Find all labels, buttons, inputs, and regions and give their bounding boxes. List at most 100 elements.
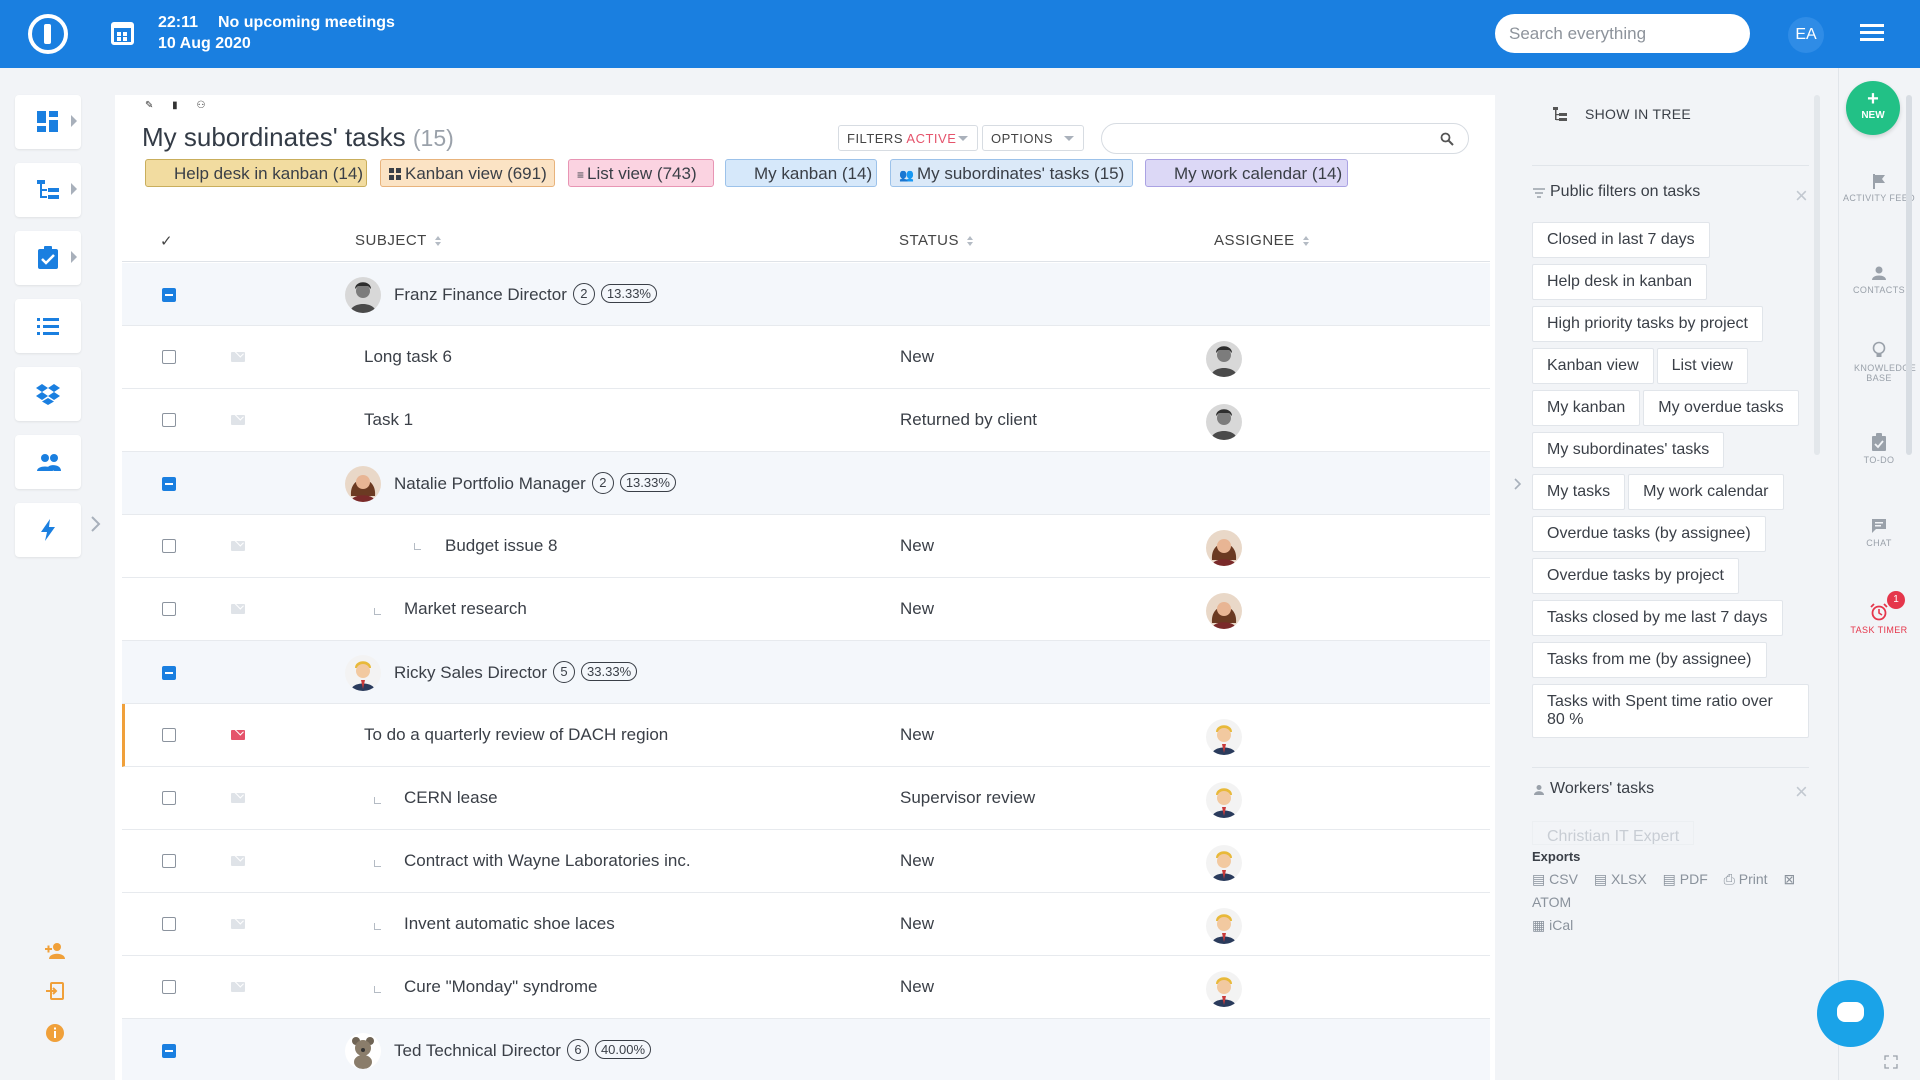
group-collapse-toggle[interactable]: [162, 288, 176, 302]
task-subject-link[interactable]: Cure "Monday" syndrome: [404, 977, 598, 996]
xlsx-export-link[interactable]: ▤ XLSX: [1593, 871, 1647, 887]
table-row[interactable]: Contract with Wayne Laboratories inc. Ne…: [122, 830, 1490, 893]
task-subject-link[interactable]: Budget issue 8: [445, 536, 558, 555]
quick-filter-help-desk-kanban[interactable]: Help desk in kanban (14): [145, 159, 367, 187]
column-status[interactable]: STATUS: [899, 232, 973, 249]
group-collapse-toggle[interactable]: [162, 1044, 176, 1058]
panel-collapse-chevron-icon[interactable]: [1513, 477, 1523, 491]
table-row[interactable]: Market research New: [122, 578, 1490, 641]
row-checkbox[interactable]: [162, 917, 176, 931]
avatar[interactable]: [1206, 593, 1242, 629]
add-user-icon[interactable]: [44, 940, 66, 962]
public-filter-chip[interactable]: Kanban view: [1532, 348, 1654, 384]
mail-icon[interactable]: [231, 919, 245, 929]
ical-export-link[interactable]: ▦ iCal: [1532, 917, 1574, 933]
task-subject-link[interactable]: Task 1: [364, 410, 414, 429]
quick-filter-my-kanban[interactable]: My kanban (14): [725, 159, 877, 187]
group-collapse-toggle[interactable]: [162, 477, 176, 491]
task-subject-link[interactable]: Market research: [404, 599, 527, 618]
row-checkbox[interactable]: [162, 602, 176, 616]
public-filter-chip[interactable]: Overdue tasks (by assignee): [1532, 516, 1766, 552]
nav-users[interactable]: [15, 435, 81, 489]
info-icon[interactable]: [44, 1022, 66, 1044]
app-logo[interactable]: [28, 14, 68, 54]
mail-icon[interactable]: [231, 793, 245, 803]
chat-bubble-icon[interactable]: [1817, 980, 1884, 1047]
user-avatar[interactable]: EA: [1788, 17, 1824, 53]
table-row[interactable]: Budget issue 8 New: [122, 515, 1490, 578]
page-scrollbar[interactable]: [1906, 95, 1912, 455]
row-checkbox[interactable]: [162, 854, 176, 868]
avatar[interactable]: [1206, 971, 1242, 1007]
mail-icon[interactable]: [231, 982, 245, 992]
filters-button[interactable]: FILTERS ACTIVE: [838, 125, 978, 151]
public-filter-chip[interactable]: Tasks closed by me last 7 days: [1532, 600, 1783, 636]
quick-filter-my-work-calendar[interactable]: My work calendar (14): [1145, 159, 1348, 187]
row-checkbox[interactable]: [162, 539, 176, 553]
sidebar-expand-chevron-icon[interactable]: [90, 515, 102, 533]
public-filter-chip[interactable]: List view: [1656, 348, 1748, 384]
task-subject-link[interactable]: CERN lease: [404, 788, 498, 807]
row-checkbox[interactable]: [162, 350, 176, 364]
table-row[interactable]: Cure "Monday" syndrome New: [122, 956, 1490, 1019]
row-checkbox[interactable]: [162, 980, 176, 994]
new-button[interactable]: + NEW: [1846, 81, 1900, 135]
group-row[interactable]: Franz Finance Director 2 13.33%: [122, 263, 1490, 326]
upcoming-meetings[interactable]: No upcoming meetings: [218, 14, 395, 31]
select-all-checkmark[interactable]: ✓: [160, 233, 174, 250]
public-filter-chip[interactable]: My kanban: [1532, 390, 1641, 426]
mail-icon[interactable]: [231, 604, 245, 614]
global-search-input[interactable]: [1495, 14, 1750, 53]
show-in-tree-link[interactable]: SHOW IN TREE: [1585, 106, 1692, 122]
search-icon[interactable]: [1440, 132, 1454, 146]
table-row[interactable]: Long task 6 New: [122, 326, 1490, 389]
logout-icon[interactable]: [44, 980, 66, 1002]
table-row[interactable]: Task 1 Returned by client: [122, 389, 1490, 452]
task-subject-link[interactable]: To do a quarterly review of DACH region: [364, 725, 669, 744]
public-filter-chip[interactable]: Help desk in kanban: [1532, 264, 1707, 300]
close-icon[interactable]: ×: [1795, 183, 1808, 208]
tree-icon[interactable]: [1552, 106, 1568, 122]
mail-icon[interactable]: [231, 415, 245, 425]
avatar[interactable]: [1206, 908, 1242, 944]
nav-dropbox[interactable]: [15, 367, 81, 421]
knowledge-base-button[interactable]: KNOWLEDGE BASE: [1838, 341, 1920, 383]
mail-icon[interactable]: [231, 856, 245, 866]
todo-button[interactable]: TO-DO: [1838, 433, 1920, 465]
expand-arrow-icon[interactable]: [71, 115, 77, 127]
table-row[interactable]: CERN lease Supervisor review: [122, 767, 1490, 830]
contacts-button[interactable]: CONTACTS: [1838, 265, 1920, 295]
public-filter-chip[interactable]: My work calendar: [1628, 474, 1784, 510]
avatar[interactable]: [1206, 530, 1242, 566]
print-link[interactable]: ⎙ Print: [1723, 871, 1768, 887]
public-filter-chip[interactable]: My subordinates' tasks: [1532, 432, 1725, 468]
quick-filter-kanban-view[interactable]: Kanban view (691): [380, 159, 555, 187]
table-row[interactable]: Invent automatic shoe laces New: [122, 893, 1490, 956]
expand-arrow-icon[interactable]: [71, 251, 77, 263]
row-checkbox[interactable]: [162, 791, 176, 805]
activity-feed-button[interactable]: ACTIVITY FEED: [1838, 173, 1920, 203]
row-checkbox[interactable]: [162, 728, 176, 742]
avatar[interactable]: [1206, 341, 1242, 377]
public-filter-chip[interactable]: My overdue tasks: [1643, 390, 1799, 426]
nav-actions[interactable]: [15, 503, 81, 557]
sort-icon[interactable]: [966, 236, 973, 247]
avatar[interactable]: [1206, 845, 1242, 881]
column-assignee[interactable]: ASSIGNEE: [1214, 232, 1309, 249]
close-icon[interactable]: ×: [1795, 779, 1808, 804]
fullscreen-icon[interactable]: [1884, 1055, 1898, 1069]
mail-icon[interactable]: [231, 352, 245, 362]
public-filter-chip[interactable]: High priority tasks by project: [1532, 306, 1763, 342]
csv-export-link[interactable]: ▤ CSV: [1532, 871, 1578, 887]
expand-arrow-icon[interactable]: [71, 183, 77, 195]
table-row[interactable]: To do a quarterly review of DACH region …: [122, 704, 1490, 767]
options-button[interactable]: OPTIONS: [982, 125, 1084, 151]
nav-dashboard[interactable]: [15, 95, 81, 149]
workers-filter-chip[interactable]: Christian IT Expert: [1532, 821, 1695, 845]
group-collapse-toggle[interactable]: [162, 666, 176, 680]
public-filter-chip[interactable]: Overdue tasks by project: [1532, 558, 1739, 594]
sort-icon[interactable]: [1302, 236, 1309, 247]
right-panel-scrollbar[interactable]: [1814, 95, 1820, 455]
avatar[interactable]: [1206, 719, 1242, 755]
row-checkbox[interactable]: [162, 413, 176, 427]
